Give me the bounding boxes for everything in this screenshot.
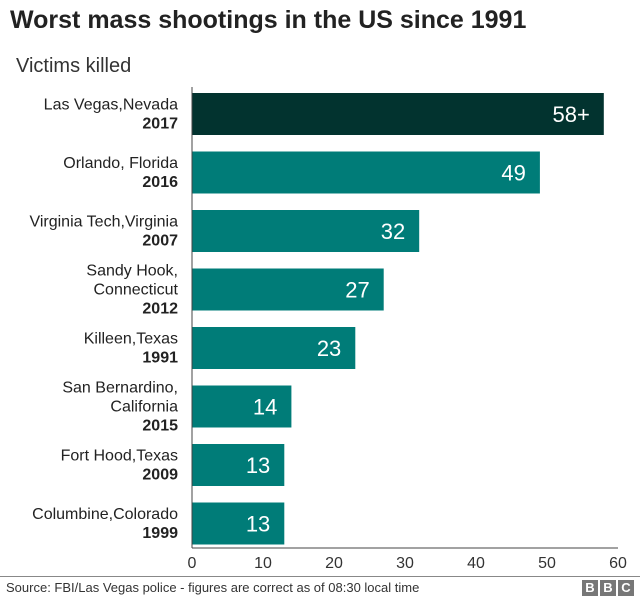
bar	[192, 444, 285, 486]
source-note: Source: FBI/Las Vegas police - figures a…	[6, 580, 420, 595]
category-label: San Bernardino,	[62, 380, 178, 397]
bar	[192, 385, 292, 428]
chart-title: Worst mass shootings in the US since 199…	[10, 6, 527, 34]
category-label: Orlando, Florida	[63, 155, 178, 172]
category-label: Virginia Tech,Virginia	[29, 214, 178, 231]
category-year-label: 2009	[142, 467, 178, 484]
x-tick-label: 60	[609, 555, 627, 572]
footer-divider	[0, 576, 640, 577]
category-year-label: 2017	[142, 116, 178, 133]
category-label: Las Vegas,Nevada	[44, 97, 178, 114]
data-label: 13	[246, 512, 270, 537]
x-tick-label: 30	[396, 555, 414, 572]
category-label: Killeen,Texas	[84, 331, 178, 348]
bar	[192, 93, 604, 135]
bar	[192, 210, 420, 252]
category-year-label: 2015	[142, 418, 178, 435]
category-year-label: 2012	[142, 301, 178, 318]
category-year-label: 1999	[142, 525, 178, 542]
data-label: 32	[381, 219, 405, 244]
chart-subtitle: Victims killed	[16, 55, 132, 77]
category-year-label: 2007	[142, 233, 178, 250]
x-tick-label: 50	[538, 555, 556, 572]
data-label: 49	[501, 161, 525, 186]
category-label: Fort Hood,Texas	[61, 448, 178, 465]
data-label: 13	[246, 453, 270, 478]
data-label: 14	[253, 395, 277, 420]
data-label: 58+	[552, 102, 589, 127]
bar	[192, 268, 384, 311]
x-tick-label: 20	[325, 555, 343, 572]
category-label: California	[110, 399, 178, 416]
x-tick-label: 40	[467, 555, 485, 572]
bar	[192, 502, 285, 545]
bar	[192, 151, 540, 194]
category-year-label: 1991	[142, 350, 178, 367]
x-tick-label: 10	[254, 555, 272, 572]
category-year-label: 2016	[142, 174, 178, 191]
data-label: 23	[317, 336, 341, 361]
data-label: 27	[345, 278, 369, 303]
category-label: Sandy Hook,	[86, 263, 178, 280]
category-label: Connecticut	[94, 282, 179, 299]
category-label: Columbine,Colorado	[32, 506, 178, 523]
x-tick-label: 0	[188, 555, 197, 572]
bar	[192, 327, 356, 369]
